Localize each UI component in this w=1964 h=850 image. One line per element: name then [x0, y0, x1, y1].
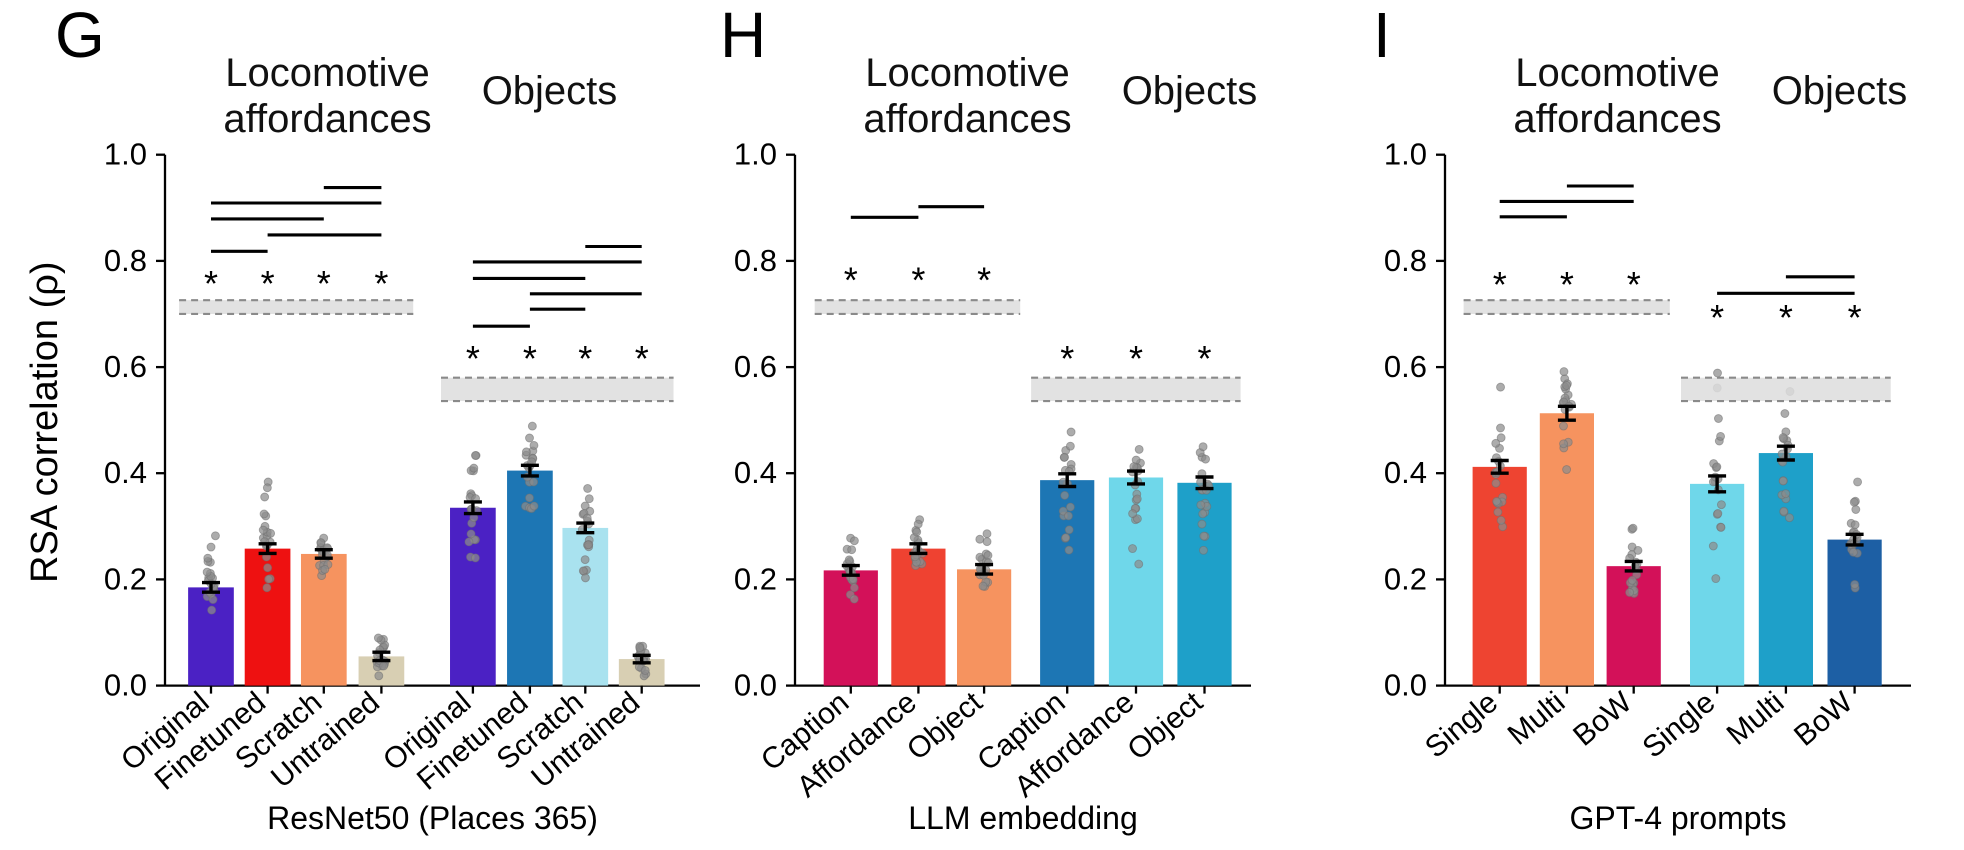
svg-text:Single: Single: [1636, 686, 1721, 765]
svg-text:BoW: BoW: [1788, 685, 1860, 753]
svg-text:Multi: Multi: [1721, 686, 1791, 752]
svg-text:0.0: 0.0: [1384, 668, 1427, 703]
svg-text:*: *: [1779, 297, 1793, 338]
svg-text:1.0: 1.0: [1384, 137, 1427, 172]
svg-text:Multi: Multi: [1502, 686, 1572, 752]
svg-text:*: *: [1627, 264, 1641, 305]
svg-text:Single: Single: [1419, 686, 1504, 765]
svg-text:BoW: BoW: [1567, 685, 1639, 753]
svg-text:0.2: 0.2: [1384, 561, 1427, 596]
svg-text:*: *: [1493, 264, 1507, 305]
svg-text:0.4: 0.4: [1384, 455, 1427, 490]
svg-text:0.8: 0.8: [1384, 243, 1427, 278]
svg-text:*: *: [1710, 297, 1724, 338]
svg-text:0.6: 0.6: [1384, 349, 1427, 384]
svg-text:*: *: [1848, 297, 1862, 338]
svg-text:*: *: [1560, 264, 1574, 305]
